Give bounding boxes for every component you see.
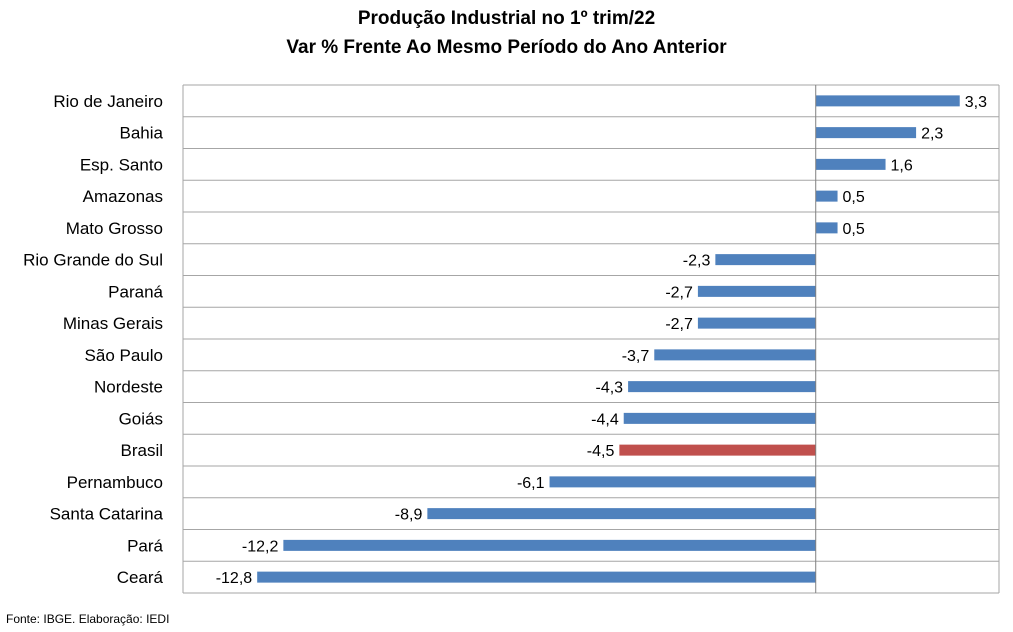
category-label: Rio de Janeiro: [53, 92, 163, 111]
bar: [427, 508, 816, 520]
data-label: -4,3: [596, 380, 624, 397]
category-label: Esp. Santo: [80, 155, 163, 174]
category-label: Rio Grande do Sul: [23, 251, 163, 270]
bar: [283, 539, 816, 551]
bar: [815, 190, 838, 202]
data-label: -2,7: [665, 284, 693, 301]
bar: [628, 381, 816, 393]
category-label: Pará: [127, 536, 163, 555]
data-label: -12,8: [216, 570, 253, 587]
category-label: Mato Grosso: [66, 219, 163, 238]
data-label: -4,4: [591, 411, 619, 428]
data-label: 1,6: [891, 157, 913, 174]
bar: [697, 285, 816, 297]
category-label: Amazonas: [83, 187, 163, 206]
data-label: -6,1: [517, 475, 545, 492]
bar: [257, 571, 816, 583]
category-label: Pernambuco: [67, 473, 163, 492]
bar: [619, 444, 816, 456]
category-label: Nordeste: [94, 378, 163, 397]
category-label: São Paulo: [85, 346, 163, 365]
bar: [623, 412, 816, 424]
chart-subtitle: Var % Frente Ao Mesmo Período do Ano Ant…: [286, 37, 727, 58]
chart-title-line: Produção Industrial no 1º trim/22: [357, 8, 656, 29]
category-label: Goiás: [119, 409, 163, 428]
bar: [654, 349, 816, 361]
data-label: 0,5: [843, 221, 865, 238]
bar: [815, 222, 838, 234]
data-label: -3,7: [622, 348, 650, 365]
category-label: Ceará: [117, 568, 164, 587]
category-label: Santa Catarina: [50, 505, 164, 524]
category-label: Minas Gerais: [63, 314, 163, 333]
data-label: 3,3: [965, 94, 987, 111]
data-label: -2,7: [665, 316, 693, 333]
bar: [815, 158, 886, 170]
bar: [697, 317, 816, 329]
category-label: Paraná: [108, 282, 163, 301]
data-label: -4,5: [587, 443, 615, 460]
bar: [815, 95, 960, 107]
data-label: -2,3: [683, 253, 711, 270]
bar: [549, 476, 816, 488]
category-label: Bahia: [120, 124, 164, 143]
data-label: -8,9: [395, 507, 423, 524]
source-note: Fonte: IBGE. Elaboração: IEDI: [6, 612, 170, 626]
bar: [715, 254, 816, 266]
data-label: -12,2: [242, 538, 279, 555]
chart-title: Produção Industrial no 1º trim/22 Var % …: [0, 4, 1013, 62]
bar: [815, 127, 917, 139]
data-label: 2,3: [921, 126, 943, 143]
category-label: Brasil: [120, 441, 163, 460]
data-label: 0,5: [843, 189, 865, 206]
